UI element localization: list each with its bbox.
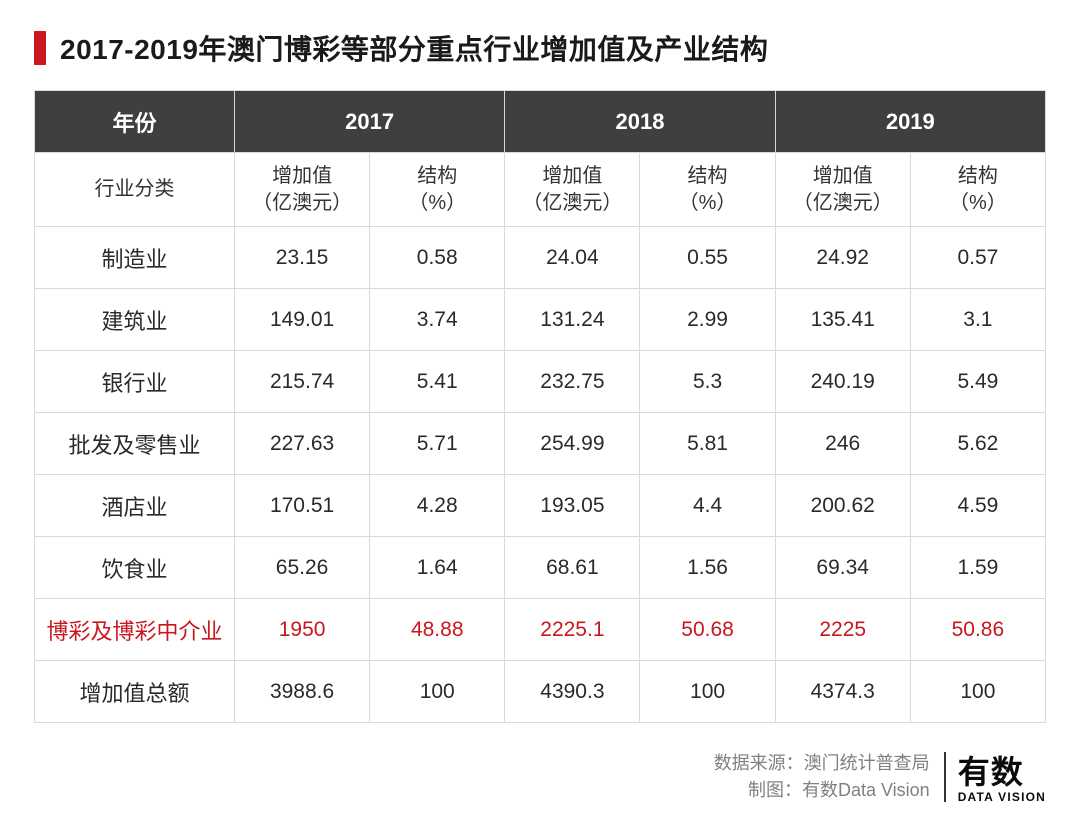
category-header-label: 行业分类 <box>35 153 235 227</box>
cell-value-2019: 24.92 <box>775 227 910 289</box>
row-category-label: 银行业 <box>35 351 235 413</box>
cell-struct-2018: 1.56 <box>640 537 775 599</box>
cell-value-2019: 135.41 <box>775 289 910 351</box>
cell-value-2019: 2225 <box>775 599 910 661</box>
brand-logo-en: DATA VISION <box>958 790 1046 804</box>
title-accent-block <box>34 31 46 65</box>
row-category-label: 批发及零售业 <box>35 413 235 475</box>
brand-logo: 有数 DATA VISION <box>958 756 1046 804</box>
cell-struct-2018: 100 <box>640 661 775 723</box>
year-header-2018: 2018 <box>505 91 775 153</box>
row-category-label: 制造业 <box>35 227 235 289</box>
footer-credits: 数据来源：澳门统计普查局 制图：有数Data Vision <box>714 750 930 804</box>
industry-table: 年份 2017 2018 2019 行业分类 增加值 （亿澳元） 结构 （%） … <box>34 90 1046 723</box>
table-row: 建筑业149.013.74131.242.99135.413.1 <box>35 289 1046 351</box>
cell-value-2019: 4374.3 <box>775 661 910 723</box>
table-row: 饮食业65.261.6468.611.5669.341.59 <box>35 537 1046 599</box>
footer-divider <box>944 752 946 802</box>
struct-header-2017: 结构 （%） <box>370 153 505 227</box>
struct-header-2018: 结构 （%） <box>640 153 775 227</box>
cell-value-2019: 200.62 <box>775 475 910 537</box>
footer: 数据来源：澳门统计普查局 制图：有数Data Vision 有数 DATA VI… <box>714 750 1046 804</box>
cell-struct-2017: 5.41 <box>370 351 505 413</box>
cell-struct-2018: 5.81 <box>640 413 775 475</box>
table-row: 制造业23.150.5824.040.5524.920.57 <box>35 227 1046 289</box>
row-category-label: 增加值总额 <box>35 661 235 723</box>
cell-value-2019: 69.34 <box>775 537 910 599</box>
value-header-2018: 增加值 （亿澳元） <box>505 153 640 227</box>
footer-source-line: 数据来源：澳门统计普查局 <box>714 750 930 777</box>
cell-struct-2017: 100 <box>370 661 505 723</box>
cell-value-2017: 1950 <box>235 599 370 661</box>
cell-struct-2017: 5.71 <box>370 413 505 475</box>
cell-value-2019: 246 <box>775 413 910 475</box>
table-subheader-row: 行业分类 增加值 （亿澳元） 结构 （%） 增加值 （亿澳元） 结构 （%） 增… <box>35 153 1046 227</box>
title-bar: 2017-2019年澳门博彩等部分重点行业增加值及产业结构 <box>34 28 1046 68</box>
table-header-row-years: 年份 2017 2018 2019 <box>35 91 1046 153</box>
cell-value-2019: 240.19 <box>775 351 910 413</box>
cell-value-2017: 23.15 <box>235 227 370 289</box>
cell-value-2018: 254.99 <box>505 413 640 475</box>
footer-chart-line: 制图：有数Data Vision <box>714 777 930 804</box>
cell-struct-2019: 5.49 <box>910 351 1045 413</box>
table-row: 增加值总额3988.61004390.31004374.3100 <box>35 661 1046 723</box>
row-category-label: 博彩及博彩中介业 <box>35 599 235 661</box>
cell-value-2017: 227.63 <box>235 413 370 475</box>
cell-struct-2019: 3.1 <box>910 289 1045 351</box>
cell-struct-2019: 1.59 <box>910 537 1045 599</box>
brand-logo-cn: 有数 <box>958 756 1046 788</box>
cell-value-2018: 24.04 <box>505 227 640 289</box>
cell-value-2018: 232.75 <box>505 351 640 413</box>
page-title: 2017-2019年澳门博彩等部分重点行业增加值及产业结构 <box>60 28 768 68</box>
cell-value-2017: 3988.6 <box>235 661 370 723</box>
cell-struct-2017: 3.74 <box>370 289 505 351</box>
table-row: 博彩及博彩中介业195048.882225.150.68222550.86 <box>35 599 1046 661</box>
table-row: 批发及零售业227.635.71254.995.812465.62 <box>35 413 1046 475</box>
cell-value-2018: 68.61 <box>505 537 640 599</box>
row-category-label: 酒店业 <box>35 475 235 537</box>
cell-value-2018: 4390.3 <box>505 661 640 723</box>
struct-header-2019: 结构 （%） <box>910 153 1045 227</box>
cell-struct-2018: 0.55 <box>640 227 775 289</box>
cell-value-2018: 193.05 <box>505 475 640 537</box>
cell-struct-2019: 100 <box>910 661 1045 723</box>
cell-struct-2019: 50.86 <box>910 599 1045 661</box>
value-header-2019: 增加值 （亿澳元） <box>775 153 910 227</box>
table-row: 酒店业170.514.28193.054.4200.624.59 <box>35 475 1046 537</box>
cell-value-2017: 215.74 <box>235 351 370 413</box>
year-header-2017: 2017 <box>235 91 505 153</box>
row-category-label: 饮食业 <box>35 537 235 599</box>
cell-struct-2017: 48.88 <box>370 599 505 661</box>
cell-struct-2018: 50.68 <box>640 599 775 661</box>
table-row: 银行业215.745.41232.755.3240.195.49 <box>35 351 1046 413</box>
cell-value-2017: 65.26 <box>235 537 370 599</box>
table-body: 行业分类 增加值 （亿澳元） 结构 （%） 增加值 （亿澳元） 结构 （%） 增… <box>35 153 1046 723</box>
cell-struct-2019: 4.59 <box>910 475 1045 537</box>
cell-struct-2018: 4.4 <box>640 475 775 537</box>
cell-struct-2017: 4.28 <box>370 475 505 537</box>
cell-value-2018: 2225.1 <box>505 599 640 661</box>
cell-struct-2017: 1.64 <box>370 537 505 599</box>
cell-value-2017: 149.01 <box>235 289 370 351</box>
cell-struct-2018: 5.3 <box>640 351 775 413</box>
cell-value-2018: 131.24 <box>505 289 640 351</box>
cell-struct-2019: 5.62 <box>910 413 1045 475</box>
cell-struct-2017: 0.58 <box>370 227 505 289</box>
year-header-label: 年份 <box>35 91 235 153</box>
cell-value-2017: 170.51 <box>235 475 370 537</box>
row-category-label: 建筑业 <box>35 289 235 351</box>
year-header-2019: 2019 <box>775 91 1045 153</box>
cell-struct-2019: 0.57 <box>910 227 1045 289</box>
value-header-2017: 增加值 （亿澳元） <box>235 153 370 227</box>
cell-struct-2018: 2.99 <box>640 289 775 351</box>
